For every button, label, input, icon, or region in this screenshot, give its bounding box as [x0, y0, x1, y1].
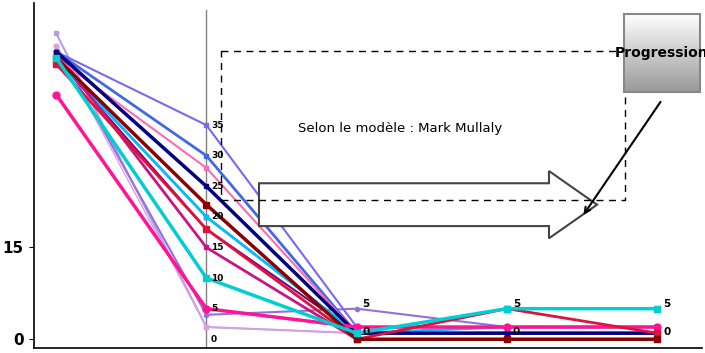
Text: 20: 20: [211, 213, 223, 221]
Text: 25: 25: [211, 182, 223, 191]
FancyArrow shape: [259, 171, 597, 238]
Text: 30: 30: [211, 151, 223, 160]
Text: 10: 10: [211, 274, 223, 283]
Bar: [624, 14, 700, 92]
Text: 35: 35: [211, 121, 223, 130]
Text: 5: 5: [513, 299, 520, 309]
Text: 0: 0: [513, 327, 520, 337]
Text: Selon le modèle : Mark Mullaly: Selon le modèle : Mark Mullaly: [298, 122, 502, 136]
Text: 0: 0: [663, 327, 670, 337]
Text: 5: 5: [663, 299, 670, 309]
Text: 0: 0: [211, 335, 217, 344]
Text: 5: 5: [362, 299, 370, 309]
Text: 15: 15: [211, 243, 223, 252]
Text: 5: 5: [211, 304, 217, 313]
Text: Progression: Progression: [615, 46, 705, 60]
Text: 0: 0: [362, 327, 370, 337]
